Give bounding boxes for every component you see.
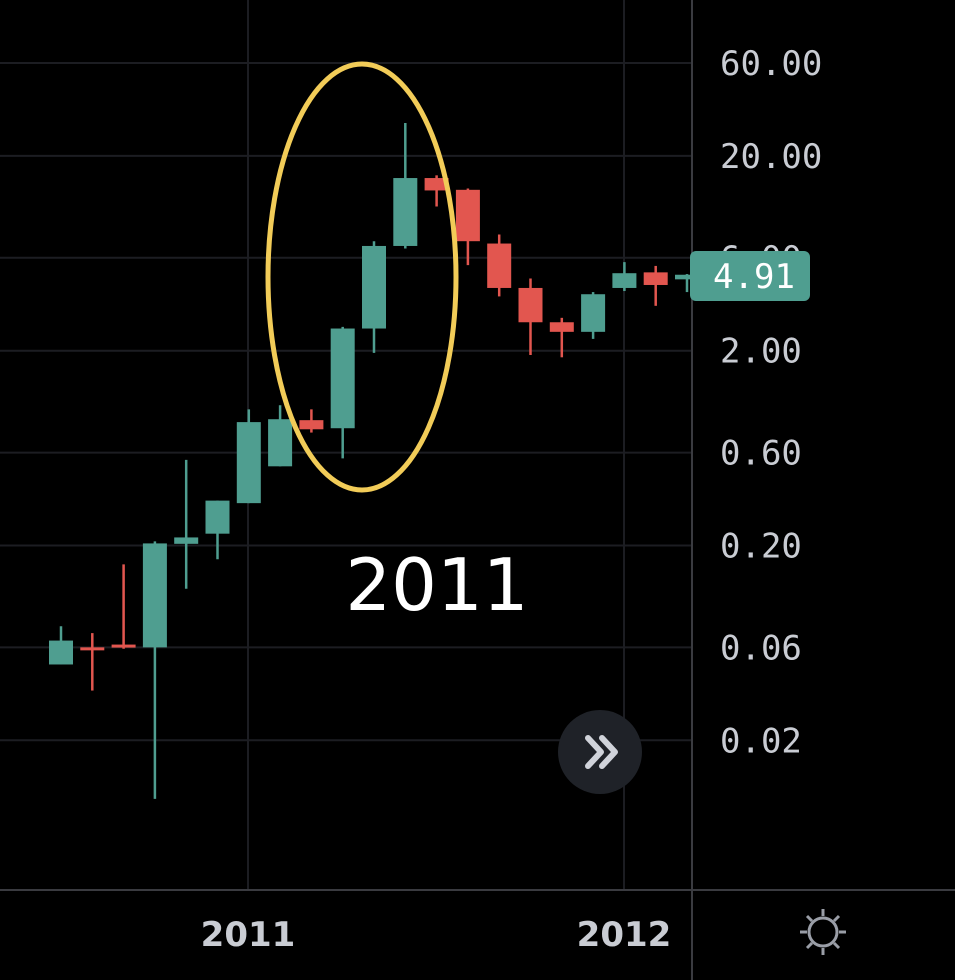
candle-body	[142, 543, 167, 648]
candle-body	[80, 647, 105, 651]
price-tick-label: 0.20	[720, 527, 802, 567]
candle-body	[268, 419, 293, 467]
candle-body	[299, 420, 324, 430]
candle-body	[675, 274, 699, 280]
time-tick-label: 2011	[201, 915, 296, 955]
highlight-ellipse	[265, 61, 459, 493]
candle	[111, 564, 136, 649]
candle	[455, 188, 480, 266]
candle	[205, 500, 230, 560]
candle	[518, 278, 543, 356]
candle-body	[612, 273, 637, 288]
time-axis: 2011 2012	[201, 915, 672, 955]
candle	[142, 541, 167, 799]
price-tick-label: 0.60	[720, 434, 802, 474]
price-tick-label: 2.00	[720, 332, 802, 372]
candle	[49, 626, 73, 665]
candle-body	[581, 294, 606, 332]
candles	[49, 123, 699, 799]
settings-gear-icon[interactable]	[800, 909, 846, 955]
candle-body	[174, 537, 199, 544]
candle-body	[643, 272, 668, 285]
candle	[424, 175, 449, 207]
scroll-to-realtime-button[interactable]	[558, 710, 642, 794]
candle-body	[236, 422, 261, 504]
candle	[675, 274, 699, 293]
time-tick-label: 2012	[577, 915, 672, 955]
candle-body	[455, 189, 480, 242]
candle-body	[549, 322, 574, 332]
annotation-label: 2011	[345, 543, 528, 627]
candle	[174, 459, 199, 589]
candle-body	[330, 328, 355, 429]
candle	[299, 409, 324, 433]
candle-body	[362, 245, 386, 329]
last-price-badge	[690, 251, 810, 301]
candle-body	[205, 500, 230, 534]
candle	[549, 317, 574, 358]
candle	[393, 123, 418, 249]
candle-body	[424, 178, 449, 191]
candle	[643, 265, 668, 306]
last-price-value: 4.91	[713, 257, 795, 297]
candle-body	[111, 644, 136, 648]
candle-body	[49, 640, 73, 665]
candle-body	[393, 178, 418, 246]
candle	[581, 292, 606, 339]
candle	[80, 633, 105, 691]
price-tick-label: 0.06	[720, 628, 802, 668]
candle	[268, 405, 293, 467]
candle	[612, 262, 637, 292]
last-price-tag: 4.91	[690, 251, 810, 301]
candle	[330, 326, 355, 459]
price-tick-label: 0.02	[720, 721, 802, 761]
candle	[362, 241, 386, 353]
price-tick-label: 20.00	[720, 137, 822, 177]
candle	[236, 409, 261, 504]
price-tick-label: 60.00	[720, 44, 822, 84]
double-chevron-right-icon	[585, 735, 618, 769]
candle	[487, 234, 512, 297]
candle-body	[518, 287, 543, 323]
candle-body	[487, 243, 512, 288]
